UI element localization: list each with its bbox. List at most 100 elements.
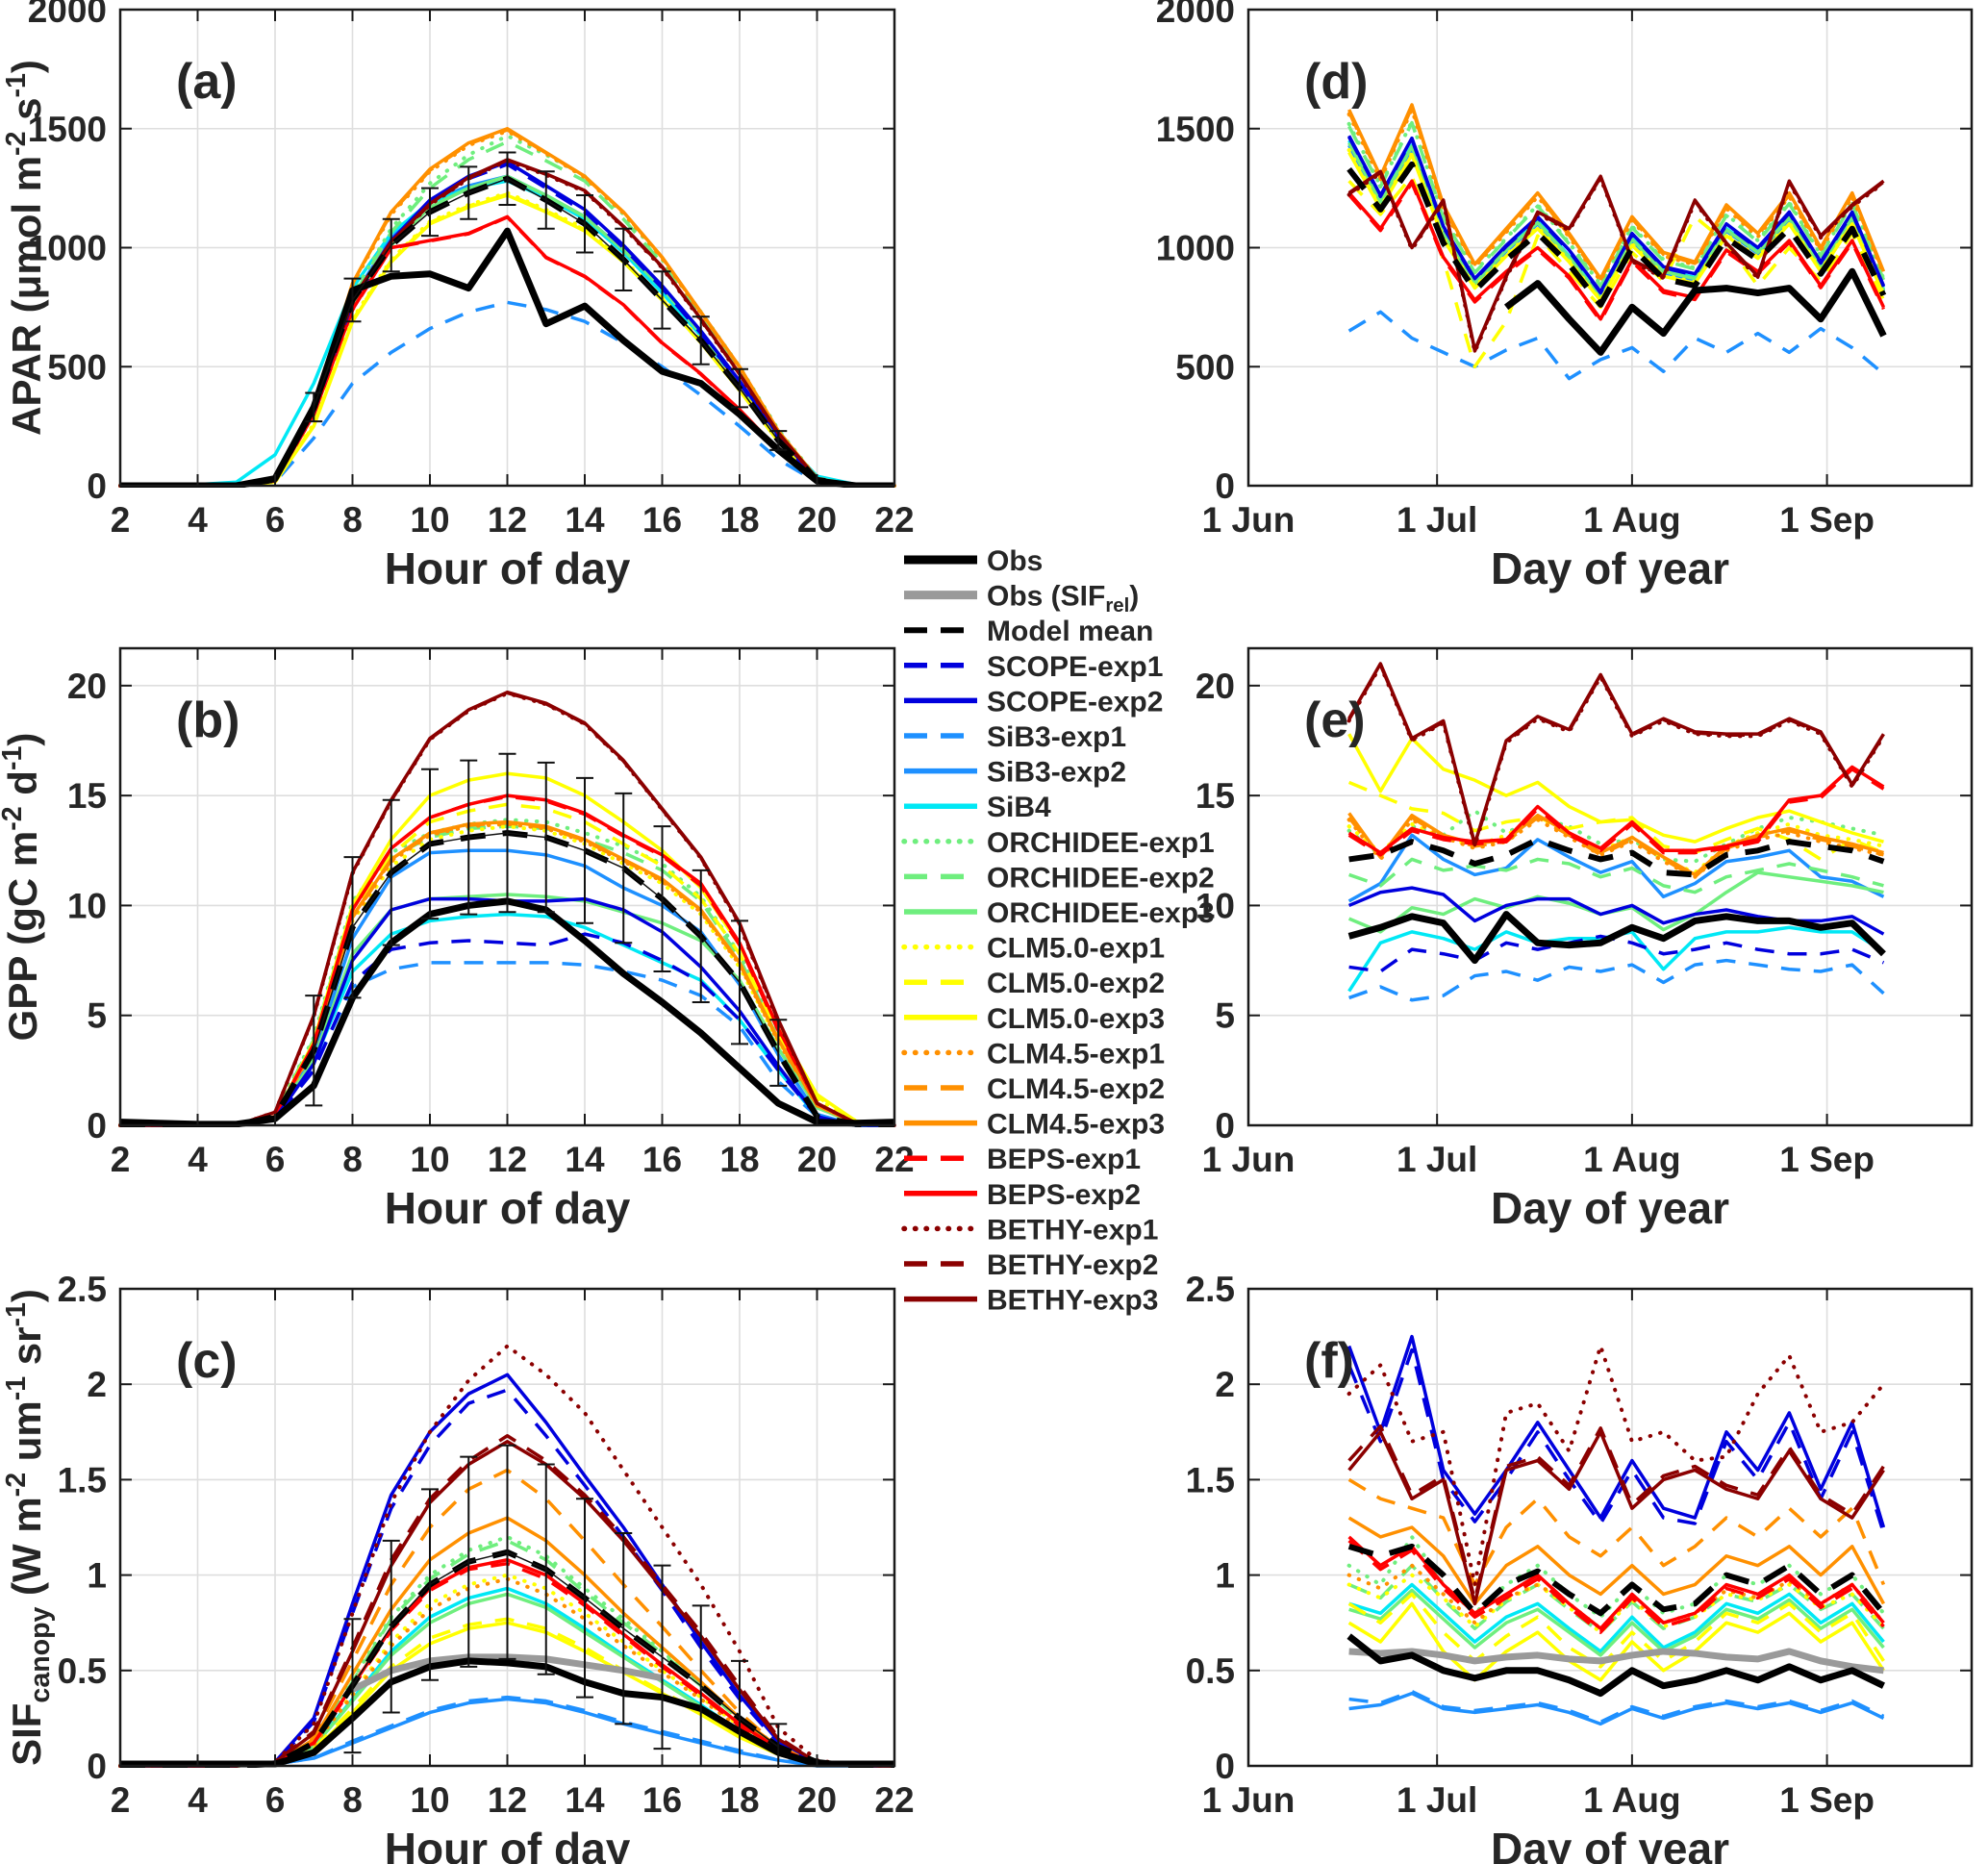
legend-label-bethy-exp1: BETHY-exp1 [987,1214,1158,1246]
panel-a-ytick-label: 2000 [28,0,107,30]
panel-b-xtick-label: 20 [797,1140,837,1179]
series-beps-exp2-line [1347,1535,1885,1630]
series-orchidee-exp3-line [1348,1588,1885,1657]
panel-f-ytick-label: 1 [1215,1556,1235,1596]
series-clm4-5-exp3-line [1347,1516,1885,1606]
series-bethy-exp3-line [1347,169,1885,352]
series-orchidee-exp1-line [1346,1534,1886,1620]
panel-b-xtick-label: 4 [188,1140,208,1179]
panel-c-ytick-label: 2.5 [58,1270,107,1309]
panel-e-xtick-label: 1 Aug [1583,1140,1680,1179]
panel-c-yaxis-title: SIFcanopy (W m-2 um-1 sr-1) [1,1289,56,1766]
panel-c-xtick-label: 10 [410,1780,449,1820]
panel-b-xtick-label: 12 [488,1140,527,1179]
panel-b-xtick-label: 2 [111,1140,131,1179]
panel-c-xtick-label: 8 [342,1780,363,1820]
series-sib3-exp1-line [1348,958,1885,1002]
panel-c-xaxis-title: Hour of day [385,1824,631,1864]
panel-c-xtick-label: 22 [874,1780,914,1820]
panel-d-apar-seasonal: 1 Jun 1 Jul 1 Aug 1 Sep 0 500 1000 1500 2000 (d) D… [971,0,1988,635]
series-orchidee-exp3-line [1347,141,1886,299]
panel-c-ytick-label: 1 [87,1556,107,1596]
legend-label-orchidee-exp2: ORCHIDEE-exp2 [987,862,1215,894]
legend-label-clm4-5-exp3: CLM4.5-exp3 [987,1109,1165,1141]
panel-d-xtick-label: 1 Aug [1583,500,1680,540]
series-orchidee-exp2-line [1347,120,1886,288]
panel-a-xtick-label: 22 [874,500,914,540]
panel-c-xtick-label: 2 [111,1780,131,1820]
series-model-mean-line [1347,1543,1886,1617]
panel-d-series-group [1346,103,1887,381]
panel-f-xtick-label: 1 Aug [1583,1780,1680,1820]
panel-e-gpp-seasonal: 1 Jun 1 Jul 1 Aug 1 Sep 0 5 10 15 20 (e) Day of ye… [971,635,1988,1270]
panel-d-letter: (d) [1304,54,1368,110]
series-clm4-5-exp2-line [1347,816,1884,879]
legend-label-sib3-exp1: SiB3-exp1 [987,721,1126,753]
series-obs-line [1503,267,1887,356]
legend-label-obs: Obs [987,545,1043,577]
panel-e-ytick-label: 0 [1215,1106,1235,1146]
panel-b-letter: (b) [176,693,239,748]
panel-c-ytick-label: 1.5 [58,1460,107,1499]
panel-b-xtick-label: 18 [719,1140,759,1179]
panel-f-ytick-label: 0.5 [1186,1651,1235,1691]
panel-e-letter: (e) [1304,693,1366,748]
panel-c-xtick-label: 4 [188,1780,208,1820]
panel-f-ytick-label: 2.5 [1186,1270,1235,1309]
panel-a-letter: (a) [176,54,238,110]
panel-a-xtick-label: 18 [719,500,759,540]
panel-c-xtick-label: 18 [719,1780,759,1820]
panel-f-xtick-label: 1 Sep [1779,1780,1875,1820]
panel-e-ytick-label: 20 [1195,667,1235,706]
panel-b-series-group [118,690,896,1127]
series-bethy-exp3-line [1347,1430,1885,1606]
panel-d-xaxis-title: Day of year [1491,543,1729,593]
panel-b-xtick-label: 14 [565,1140,605,1179]
panel-d-ytick-label: 1500 [1156,110,1235,149]
series-scope-exp1-line [1348,934,1885,973]
series-beps-exp1-line [1347,767,1885,857]
panel-c-ytick-label: 0 [87,1747,107,1786]
series-obs-line [1347,911,1886,965]
series-clm5-0-exp2-line [1347,1592,1885,1669]
legend-label-beps-exp2: BEPS-exp2 [987,1179,1141,1211]
panel-f-xtick-label: 1 Jun [1202,1780,1296,1820]
legend-label-orchidee-exp1: ORCHIDEE-exp1 [987,827,1215,859]
panel-a-xtick-label: 16 [642,500,682,540]
panel-a-xtick-label: 6 [265,500,286,540]
panel-b-xtick-label: 8 [342,1140,363,1179]
series-beps-exp2-line [1347,179,1886,321]
panel-c-letter: (c) [176,1333,238,1389]
panel-b-xtick-label: 6 [265,1140,286,1179]
panel-d-xtick-label: 1 Jul [1397,500,1477,540]
panel-a-ytick-label: 500 [47,347,107,387]
panel-b-xtick-label: 10 [410,1140,449,1179]
series-clm5-0-exp1-line [1346,1573,1886,1635]
panel-a-chart: 2 4 6 8 10 12 14 16 18 20 22 0 500 1000 1500 2000 (a) Hou… [1,0,915,593]
legend-label-obs-sifrel-: Obs (SIFrel) [987,581,1139,617]
series-clm5-0-exp3-line [1347,733,1884,844]
panel-d-ytick-label: 0 [1215,466,1235,506]
panel-b-yaxis-title: GPP (gC m-2 d-1) [0,733,45,1042]
series-clm4-5-exp2-line [1347,1477,1886,1587]
panel-c-series-group [118,1344,896,1768]
panel-b-ytick-label: 20 [67,667,107,706]
series-sib3-exp1-line [1347,310,1885,381]
panel-c-error-bars [343,1444,788,1768]
series-obs-sifrel--line [1348,1648,1884,1675]
panel-d-xtick-label: 1 Sep [1779,500,1875,540]
series-sib3-exp1-line [120,300,894,488]
series-scope-exp1-line [1347,1348,1886,1534]
legend-label-sib3-exp2: SiB3-exp2 [987,757,1126,789]
panel-d-ytick-label: 500 [1175,347,1235,387]
panel-e-ytick-label: 5 [1215,996,1235,1036]
series-clm4-5-exp3-line [1347,812,1884,877]
legend-label-clm5-0-exp3: CLM5.0-exp3 [987,1003,1165,1035]
panel-c-xtick-label: 12 [488,1780,527,1820]
legend: Obs Obs (SIFrel) Model mean SCOPE-exp1 SCOPE… [894,531,1270,1329]
series-sib3-exp2-line [1347,833,1885,903]
legend-label-sib4: SiB4 [987,792,1051,823]
panel-d-xtick-label: 1 Jun [1202,500,1296,540]
panel-f-xaxis-title: Day of year [1491,1824,1729,1864]
